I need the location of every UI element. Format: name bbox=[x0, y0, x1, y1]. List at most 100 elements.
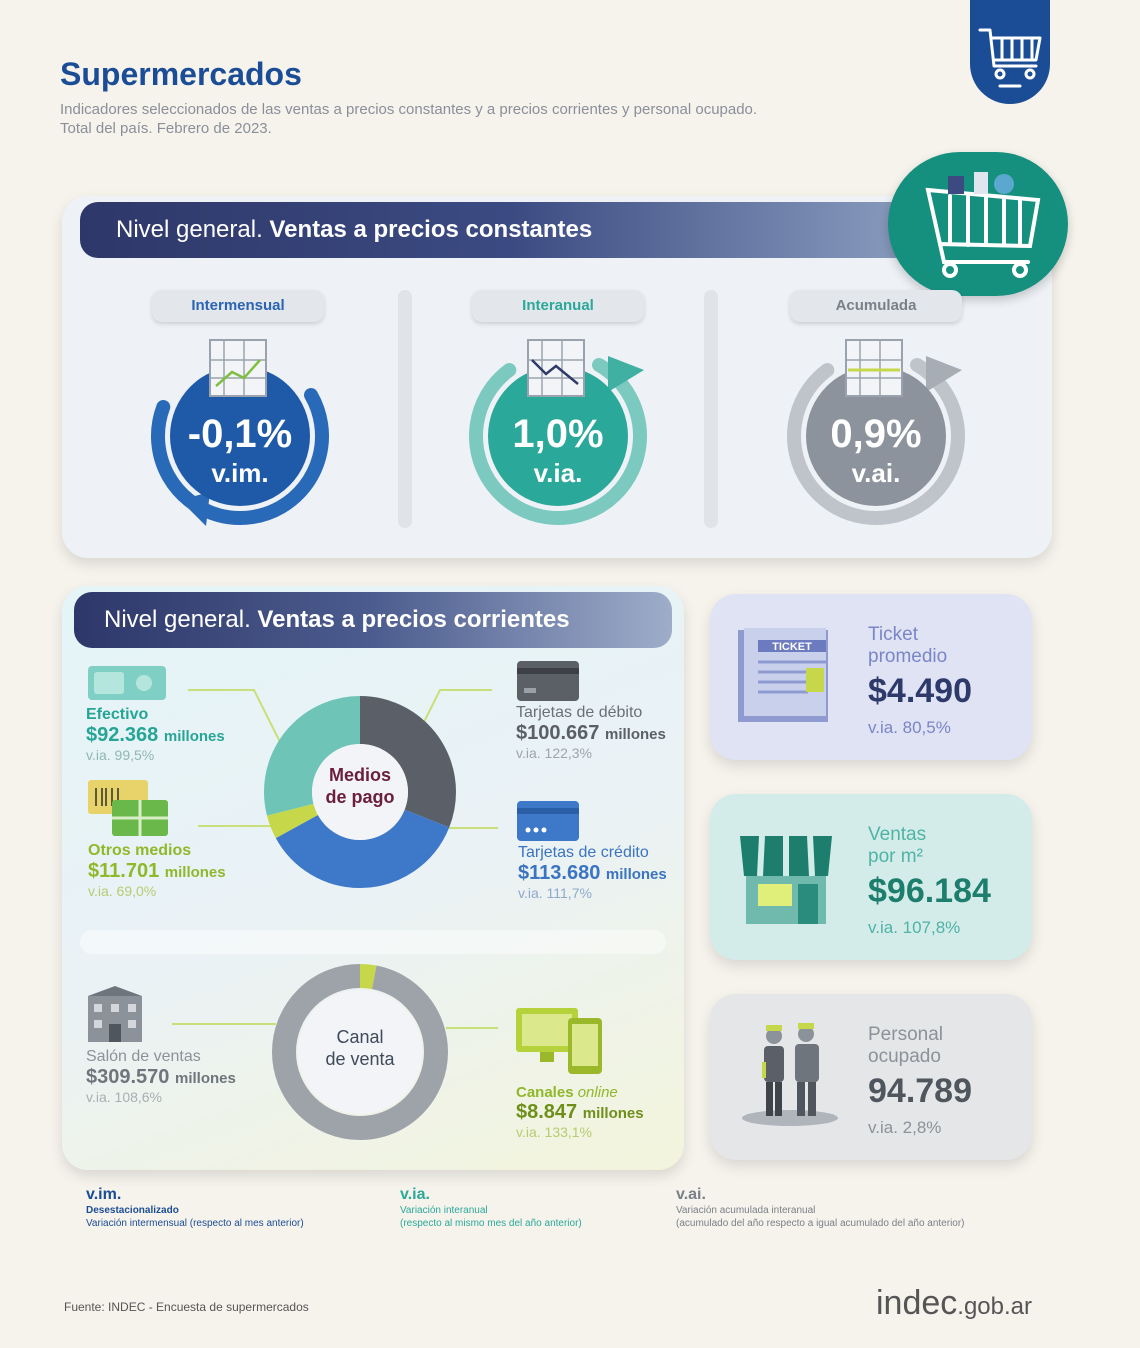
personal-card: Personal ocupado 94.789 v.ia. 2,8% bbox=[710, 994, 1032, 1160]
slice-efectivo bbox=[264, 696, 456, 888]
payment-donut bbox=[264, 696, 456, 888]
personal-title-line2: ocupado bbox=[868, 1046, 941, 1067]
banner-prefix: Nivel general. bbox=[116, 216, 270, 243]
banner-bold: Ventas a precios constantes bbox=[269, 216, 593, 243]
online-value: $8.847 bbox=[516, 1101, 578, 1123]
banner-prefix: Nivel general. bbox=[104, 606, 258, 633]
gauge-intermensual-value: -0,1% bbox=[187, 412, 293, 456]
otros-block: Otros medios $11.701 millones v.ia. 69,0… bbox=[88, 842, 226, 899]
spreadsheet-icon bbox=[845, 339, 903, 397]
channel-donut bbox=[272, 964, 448, 1140]
glossary-vai: v.ai. Variación acumulada interanual (ac… bbox=[676, 1186, 965, 1230]
online-block: Canales online $8.847 millones v.ia. 133… bbox=[516, 1084, 644, 1140]
otros-value: $11.701 bbox=[88, 860, 160, 882]
efectivo-via: v.ia. 99,5% bbox=[86, 747, 155, 763]
ventas-m2-card: Ventas por m² $96.184 v.ia. 107,8% bbox=[710, 794, 1032, 960]
efectivo-unit: millones bbox=[163, 728, 225, 745]
glossary-vim-line1: Desestacionalizado bbox=[86, 1205, 179, 1216]
glossary-vim-line2: Variación intermensual (respecto al mes … bbox=[86, 1218, 304, 1229]
channel-donut-label: Canal de venta bbox=[300, 1026, 420, 1070]
glossary-via-key: v.ia. bbox=[400, 1186, 430, 1203]
slice-credito bbox=[264, 696, 456, 888]
glossary-vai-line2: (acumulado del año respecto a igual acum… bbox=[676, 1218, 965, 1229]
constant-prices-banner: Nivel general. Ventas a precios constant… bbox=[80, 202, 940, 258]
otros-title: Otros medios bbox=[88, 842, 192, 859]
ticket-icon-text: TICKET bbox=[772, 641, 812, 653]
credit-card-icon bbox=[517, 801, 579, 841]
otros-unit: millones bbox=[164, 864, 226, 881]
glossary-via-line1: Variación interanual bbox=[400, 1205, 488, 1216]
ticket-title-line1: Ticket bbox=[868, 624, 918, 645]
source-note: Fuente: INDEC - Encuesta de supermercado… bbox=[64, 1300, 309, 1314]
separator-2 bbox=[704, 290, 718, 528]
storefront-icon bbox=[740, 835, 832, 924]
efectivo-title: Efectivo bbox=[86, 706, 149, 723]
glossary-vai-key: v.ai. bbox=[676, 1186, 706, 1203]
banner-bold: Ventas a precios corrientes bbox=[257, 606, 570, 633]
credito-title: Tarjetas de crédito bbox=[518, 844, 649, 861]
gift-card-icon bbox=[88, 780, 168, 836]
glossary-vai-line1: Variación acumulada interanual bbox=[676, 1205, 816, 1216]
channel-donut-label-line1: Canal bbox=[336, 1027, 384, 1047]
subtitle-line-2: Total del país. Febrero de 2023. bbox=[60, 120, 272, 137]
ventas-title-line2: por m² bbox=[868, 846, 923, 867]
debito-block: Tarjetas de débito $100.667 millones v.i… bbox=[516, 704, 666, 761]
current-prices-banner: Nivel general. Ventas a precios corrient… bbox=[74, 592, 672, 648]
personal-value: 94.789 bbox=[868, 1072, 972, 1110]
salon-via: v.ia. 108,6% bbox=[86, 1089, 163, 1105]
efectivo-block: Efectivo $92.368 millones v.ia. 99,5% bbox=[86, 706, 225, 763]
debito-title: Tarjetas de débito bbox=[516, 704, 643, 721]
shopping-cart-icon bbox=[978, 28, 1042, 88]
online-unit: millones bbox=[582, 1105, 644, 1122]
otros-via: v.ia. 69,0% bbox=[88, 883, 157, 899]
gauge-intermensual bbox=[151, 339, 329, 526]
glossary-vim: v.im. Desestacionalizado Variación inter… bbox=[86, 1186, 304, 1230]
spreadsheet-icon bbox=[527, 339, 585, 397]
logo-suffix: .gob.ar bbox=[957, 1293, 1032, 1320]
channel-divider bbox=[80, 930, 666, 954]
gauge-acumulada-label: Acumulada bbox=[790, 290, 962, 322]
ticket-title-line2: promedio bbox=[868, 646, 948, 667]
credito-unit: millones bbox=[605, 866, 667, 883]
personal-via: v.ia. 2,8% bbox=[868, 1118, 942, 1137]
gauge-intermensual-label: Intermensual bbox=[152, 290, 324, 322]
subtitle-line-1: Indicadores seleccionados de las ventas … bbox=[60, 101, 758, 118]
ticket-icon: TICKET bbox=[738, 628, 828, 722]
connector-lines bbox=[172, 689, 498, 1029]
glossary-via-line2: (respecto al mismo mes del año anterior) bbox=[400, 1218, 582, 1229]
personal-title-line1: Personal bbox=[868, 1024, 943, 1045]
online-via: v.ia. 133,1% bbox=[516, 1124, 593, 1140]
debito-value: $100.667 bbox=[516, 722, 600, 744]
gauge-interanual-unit: v.ia. bbox=[533, 458, 583, 488]
logo-main: indec bbox=[876, 1284, 958, 1322]
glossary-vim-key: v.im. bbox=[86, 1186, 122, 1203]
gauge-interanual-value: 1,0% bbox=[512, 412, 604, 456]
channel-donut-label-line2: de venta bbox=[325, 1049, 395, 1069]
debit-card-icon bbox=[517, 661, 579, 701]
page-subtitle: Indicadores seleccionados de las ventas … bbox=[60, 100, 860, 138]
debito-via: v.ia. 122,3% bbox=[516, 745, 593, 761]
gauge-acumulada bbox=[787, 339, 965, 525]
online-title: Canales bbox=[516, 1084, 574, 1101]
gauge-interanual-label: Interanual bbox=[472, 290, 644, 322]
slice-salon bbox=[272, 964, 448, 1140]
ventas-value: $96.184 bbox=[868, 872, 991, 910]
debito-unit: millones bbox=[604, 726, 666, 743]
ventas-title-line1: Ventas bbox=[868, 824, 927, 845]
glossary-via: v.ia. Variación interanual (respecto al … bbox=[400, 1186, 582, 1230]
efectivo-value: $92.368 bbox=[86, 724, 159, 746]
grocery-cart-icon bbox=[925, 172, 1041, 278]
gauge-acumulada-unit: v.ai. bbox=[851, 458, 901, 488]
ticket-card: TICKET Ticket promedio $4.490 v.ia. 80,5% bbox=[710, 594, 1032, 760]
payment-donut-label-line2: de pago bbox=[325, 787, 395, 807]
workers-icon bbox=[742, 1023, 838, 1126]
ticket-via: v.ia. 80,5% bbox=[868, 718, 951, 737]
salon-block: Salón de ventas $309.570 millones v.ia. … bbox=[86, 1048, 236, 1105]
online-title-em: online bbox=[577, 1084, 618, 1101]
credito-value: $113.680 bbox=[518, 862, 601, 884]
cart-tab bbox=[970, 0, 1050, 104]
devices-icon bbox=[516, 1008, 602, 1074]
indec-logo: indec.gob.ar bbox=[876, 1284, 1032, 1323]
salon-unit: millones bbox=[174, 1070, 236, 1087]
ventas-via: v.ia. 107,8% bbox=[868, 918, 961, 937]
